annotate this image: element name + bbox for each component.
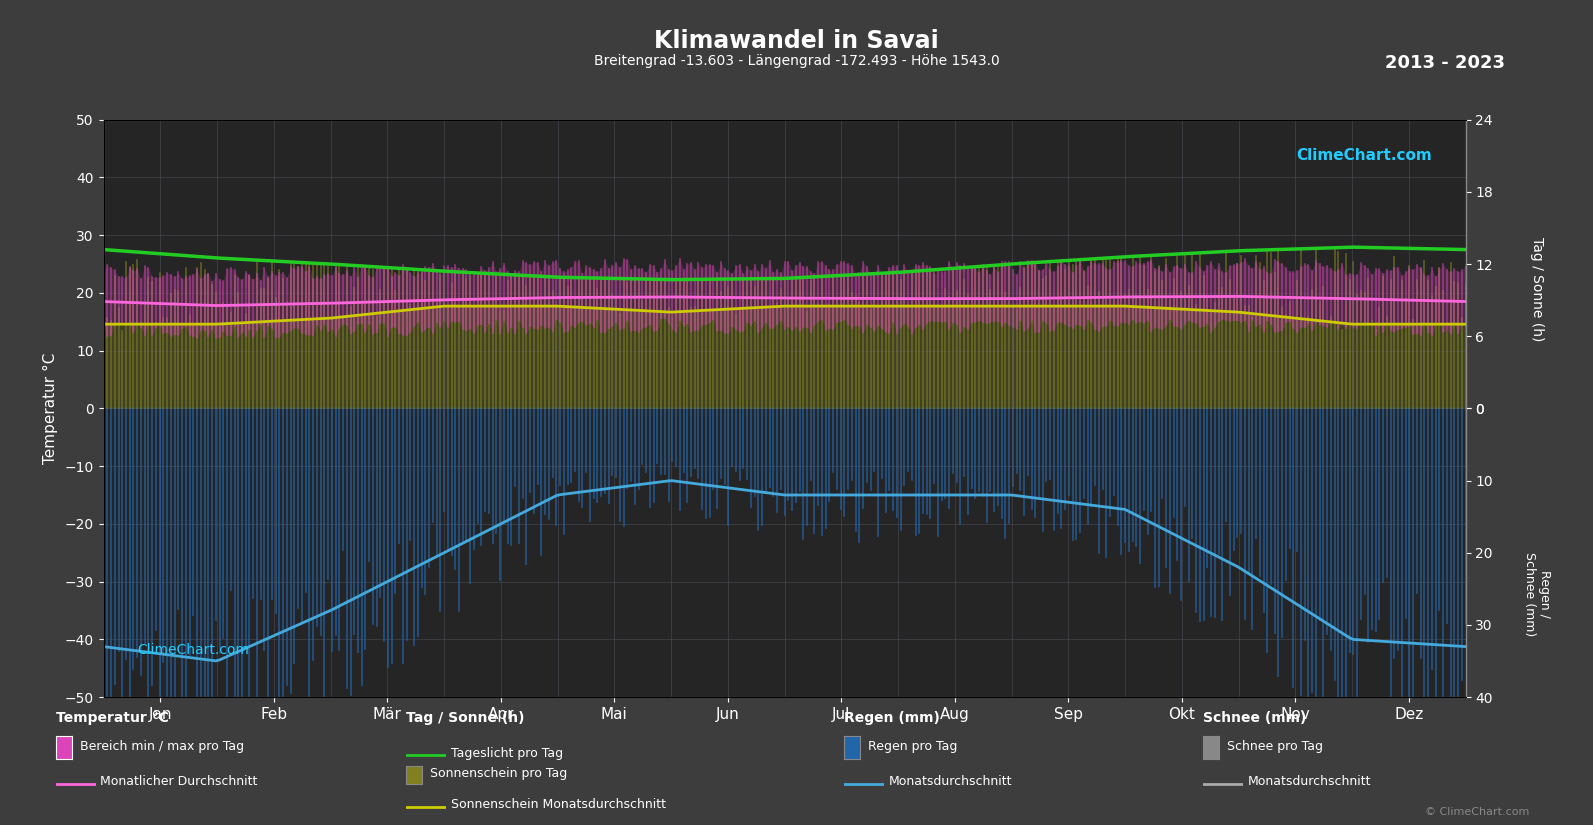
Text: Temperatur °C: Temperatur °C bbox=[56, 711, 169, 725]
Text: Monatsdurchschnitt: Monatsdurchschnitt bbox=[889, 776, 1013, 789]
Text: Monatsdurchschnitt: Monatsdurchschnitt bbox=[1247, 776, 1372, 789]
Text: Klimawandel in Savai: Klimawandel in Savai bbox=[655, 29, 938, 53]
Text: Monatlicher Durchschnitt: Monatlicher Durchschnitt bbox=[100, 776, 258, 789]
Y-axis label: Temperatur °C: Temperatur °C bbox=[43, 353, 57, 464]
Text: Bereich min / max pro Tag: Bereich min / max pro Tag bbox=[80, 740, 244, 753]
Text: Breitengrad -13.603 - Längengrad -172.493 - Höhe 1543.0: Breitengrad -13.603 - Längengrad -172.49… bbox=[594, 54, 999, 68]
Text: ClimeChart.com: ClimeChart.com bbox=[137, 643, 250, 657]
Text: Tageslicht pro Tag: Tageslicht pro Tag bbox=[451, 747, 562, 760]
Text: Regen (mm): Regen (mm) bbox=[844, 711, 940, 725]
Text: Tag / Sonne (h): Tag / Sonne (h) bbox=[406, 711, 524, 725]
Text: Regen /
Schnee (mm): Regen / Schnee (mm) bbox=[1523, 552, 1552, 636]
Text: Sonnenschein pro Tag: Sonnenschein pro Tag bbox=[430, 767, 567, 780]
Text: 2013 - 2023: 2013 - 2023 bbox=[1386, 54, 1505, 72]
Text: Regen pro Tag: Regen pro Tag bbox=[868, 740, 957, 753]
Text: Schnee pro Tag: Schnee pro Tag bbox=[1227, 740, 1322, 753]
Text: ClimeChart.com: ClimeChart.com bbox=[1295, 148, 1432, 163]
Text: Sonnenschein Monatsdurchschnitt: Sonnenschein Monatsdurchschnitt bbox=[451, 799, 666, 812]
Text: Schnee (mm): Schnee (mm) bbox=[1203, 711, 1306, 725]
Text: © ClimeChart.com: © ClimeChart.com bbox=[1424, 807, 1529, 817]
Text: Tag / Sonne (h): Tag / Sonne (h) bbox=[1531, 237, 1544, 341]
